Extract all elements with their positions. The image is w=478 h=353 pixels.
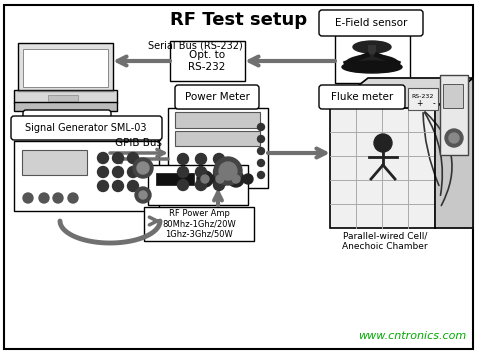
Text: +: + — [416, 100, 423, 108]
Bar — [156, 173, 194, 185]
FancyBboxPatch shape — [175, 85, 259, 109]
Text: Fluke meter: Fluke meter — [331, 92, 393, 102]
Circle shape — [232, 175, 240, 183]
Circle shape — [445, 129, 463, 147]
Circle shape — [196, 167, 206, 178]
Text: Signal Generator SML-03: Signal Generator SML-03 — [25, 123, 147, 133]
Ellipse shape — [353, 41, 391, 53]
Circle shape — [128, 167, 139, 178]
Circle shape — [135, 187, 151, 203]
Bar — [335, 35, 410, 83]
Bar — [14, 141, 159, 211]
Text: E-Field sensor: E-Field sensor — [335, 18, 407, 28]
Circle shape — [98, 152, 109, 163]
Circle shape — [201, 175, 209, 183]
Ellipse shape — [346, 55, 398, 71]
Circle shape — [133, 158, 153, 178]
Bar — [175, 112, 260, 128]
Circle shape — [219, 162, 237, 180]
Circle shape — [449, 133, 459, 143]
Circle shape — [196, 154, 206, 164]
Circle shape — [374, 134, 392, 152]
Bar — [14, 102, 117, 111]
Circle shape — [243, 174, 253, 184]
Circle shape — [98, 167, 109, 178]
Circle shape — [177, 179, 188, 191]
Circle shape — [214, 154, 225, 164]
Bar — [408, 88, 438, 110]
Circle shape — [196, 179, 206, 191]
Bar — [443, 84, 463, 108]
Circle shape — [258, 172, 264, 179]
Bar — [170, 41, 245, 81]
Text: Parallel-wired Cell/
Anechoic Chamber: Parallel-wired Cell/ Anechoic Chamber — [342, 231, 428, 251]
Circle shape — [98, 180, 109, 191]
Circle shape — [216, 175, 224, 183]
Circle shape — [128, 180, 139, 191]
Circle shape — [212, 171, 228, 187]
Bar — [144, 207, 254, 241]
Circle shape — [137, 162, 149, 174]
Circle shape — [139, 191, 147, 199]
Text: Serial Bus (RS-232): Serial Bus (RS-232) — [148, 40, 243, 50]
Text: Opt. to
RS-232: Opt. to RS-232 — [188, 50, 226, 72]
Circle shape — [112, 152, 123, 163]
Circle shape — [23, 193, 33, 203]
Circle shape — [214, 157, 242, 185]
FancyBboxPatch shape — [23, 110, 111, 134]
Circle shape — [214, 179, 225, 191]
Bar — [22, 150, 87, 175]
FancyBboxPatch shape — [319, 10, 423, 36]
Circle shape — [258, 148, 264, 155]
FancyBboxPatch shape — [11, 116, 162, 140]
Bar — [175, 131, 260, 146]
Circle shape — [128, 152, 139, 163]
Bar — [168, 108, 268, 188]
Polygon shape — [330, 78, 473, 108]
FancyBboxPatch shape — [319, 85, 405, 109]
Bar — [18, 43, 113, 93]
Circle shape — [39, 193, 49, 203]
Polygon shape — [435, 78, 473, 228]
Text: RS-232: RS-232 — [412, 94, 434, 98]
Text: GPIB Bus: GPIB Bus — [116, 138, 163, 148]
Bar — [330, 108, 435, 228]
Circle shape — [177, 167, 188, 178]
Circle shape — [228, 171, 244, 187]
Bar — [440, 75, 468, 155]
Circle shape — [258, 136, 264, 143]
Text: RF Test setup: RF Test setup — [171, 11, 307, 29]
Circle shape — [68, 193, 78, 203]
Circle shape — [258, 124, 264, 131]
Bar — [368, 45, 376, 63]
Bar — [48, 95, 78, 101]
Circle shape — [214, 167, 225, 178]
Ellipse shape — [342, 61, 402, 73]
Text: www.cntronics.com: www.cntronics.com — [358, 331, 466, 341]
Text: Power Meter: Power Meter — [185, 92, 250, 102]
Text: Controller: Controller — [41, 117, 93, 127]
Circle shape — [177, 154, 188, 164]
Bar — [23, 49, 108, 87]
Text: RF Power Amp
80Mhz-1Ghz/20W
1Ghz-3Ghz/50W: RF Power Amp 80Mhz-1Ghz/20W 1Ghz-3Ghz/50… — [162, 209, 236, 239]
Circle shape — [258, 160, 264, 167]
Circle shape — [53, 193, 63, 203]
Circle shape — [112, 180, 123, 191]
Circle shape — [197, 171, 213, 187]
Text: -: - — [433, 100, 436, 108]
Bar — [14, 90, 117, 103]
Bar — [148, 165, 248, 205]
Circle shape — [112, 167, 123, 178]
